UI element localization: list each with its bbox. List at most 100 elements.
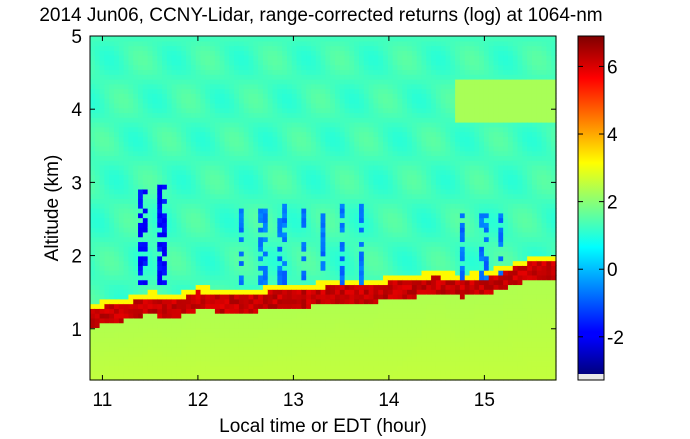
heat-cell <box>152 337 158 343</box>
heat-cell <box>354 217 360 223</box>
heat-cell <box>219 193 226 200</box>
heat-cell <box>123 360 130 367</box>
heat-cell <box>301 365 307 372</box>
heat-cell <box>306 227 312 233</box>
heat-cell <box>123 255 130 262</box>
heat-cell <box>402 126 408 133</box>
heat-cell <box>90 303 96 309</box>
heat-cell <box>147 274 154 281</box>
heat-cell <box>200 337 206 343</box>
heat-cell <box>190 117 197 123</box>
heat-cell <box>205 356 211 362</box>
heat-cell <box>416 289 423 295</box>
heat-cell <box>402 98 408 104</box>
heat-cell <box>291 337 298 343</box>
heat-cell <box>238 298 245 305</box>
heat-cell <box>248 231 254 238</box>
heat-cell <box>330 184 336 190</box>
heat-cell <box>205 317 211 324</box>
heat-cell <box>282 346 288 352</box>
heat-cell <box>310 308 317 314</box>
heat-cell <box>363 126 370 133</box>
heat-cell <box>190 136 197 142</box>
heat-cell <box>123 365 130 372</box>
heat-cell <box>325 251 331 257</box>
heat-cell <box>219 289 226 295</box>
heat-cell <box>138 50 144 56</box>
heat-cell <box>378 203 384 209</box>
heat-cell <box>176 107 182 114</box>
heat-cell <box>354 351 360 357</box>
heat-cell <box>320 112 326 118</box>
heat-cell <box>253 165 259 171</box>
heat-cell <box>339 313 346 319</box>
heat-cell <box>258 179 264 185</box>
heat-cell <box>243 64 250 71</box>
plot-area <box>89 35 557 381</box>
heat-cell <box>335 303 341 309</box>
heat-cell <box>243 260 250 266</box>
heat-cell <box>277 74 283 80</box>
heat-cell <box>219 222 226 228</box>
heat-cell <box>128 193 134 200</box>
heat-cell <box>128 231 134 238</box>
heat-cell <box>243 93 250 99</box>
heat-cell <box>277 36 283 42</box>
heat-cell <box>330 93 336 99</box>
heat-cell <box>195 289 202 295</box>
heat-cell <box>94 212 101 219</box>
heat-cell <box>363 360 370 367</box>
heat-cell <box>238 265 245 271</box>
heat-cell <box>118 93 125 99</box>
heat-cell <box>99 117 106 123</box>
heat-cell <box>407 356 413 362</box>
heat-cell <box>190 284 197 290</box>
heat-cell <box>166 212 173 219</box>
heat-cell <box>320 294 326 300</box>
heat-cell <box>282 40 288 47</box>
heat-cell <box>166 184 173 190</box>
heat-cell <box>190 141 197 147</box>
heat-cell <box>277 356 283 362</box>
heat-cell <box>176 308 182 314</box>
heat-cell <box>210 208 216 214</box>
heat-cell <box>286 322 293 329</box>
heat-cell <box>344 356 351 362</box>
heat-cell <box>282 370 288 376</box>
heat-cell <box>94 241 101 247</box>
heat-cell <box>90 107 96 114</box>
heat-cell <box>109 141 115 147</box>
heat-cell <box>166 102 173 109</box>
heat-cell <box>109 50 115 56</box>
heat-cell <box>387 337 394 343</box>
heat-cell <box>397 169 403 176</box>
heat-cell <box>368 317 375 324</box>
heat-cell <box>123 165 130 171</box>
heat-cell <box>195 198 202 204</box>
heat-cell <box>224 346 230 352</box>
heat-cell <box>109 122 115 128</box>
heat-cell <box>253 284 259 290</box>
heat-cell <box>301 145 307 152</box>
heat-cell <box>90 79 96 85</box>
heat-cell <box>387 303 394 309</box>
heat-cell <box>104 165 110 171</box>
heat-cell <box>152 59 158 66</box>
heat-cell <box>128 36 134 42</box>
heat-cell <box>272 346 278 352</box>
heat-cell <box>416 64 423 71</box>
heat-cell <box>210 122 216 128</box>
heat-cell <box>162 160 168 166</box>
heat-cell <box>162 36 168 42</box>
heat-cell <box>349 83 355 90</box>
heat-cell <box>200 289 206 295</box>
heat-cell <box>133 308 139 314</box>
heat-cell <box>397 45 403 51</box>
heat-cell <box>373 112 379 118</box>
heat-cell <box>205 198 211 204</box>
heat-cell <box>378 360 384 367</box>
heat-cell <box>109 131 115 137</box>
heat-cell <box>152 107 158 114</box>
heat-cell <box>118 88 125 94</box>
heat-cell <box>325 279 331 286</box>
